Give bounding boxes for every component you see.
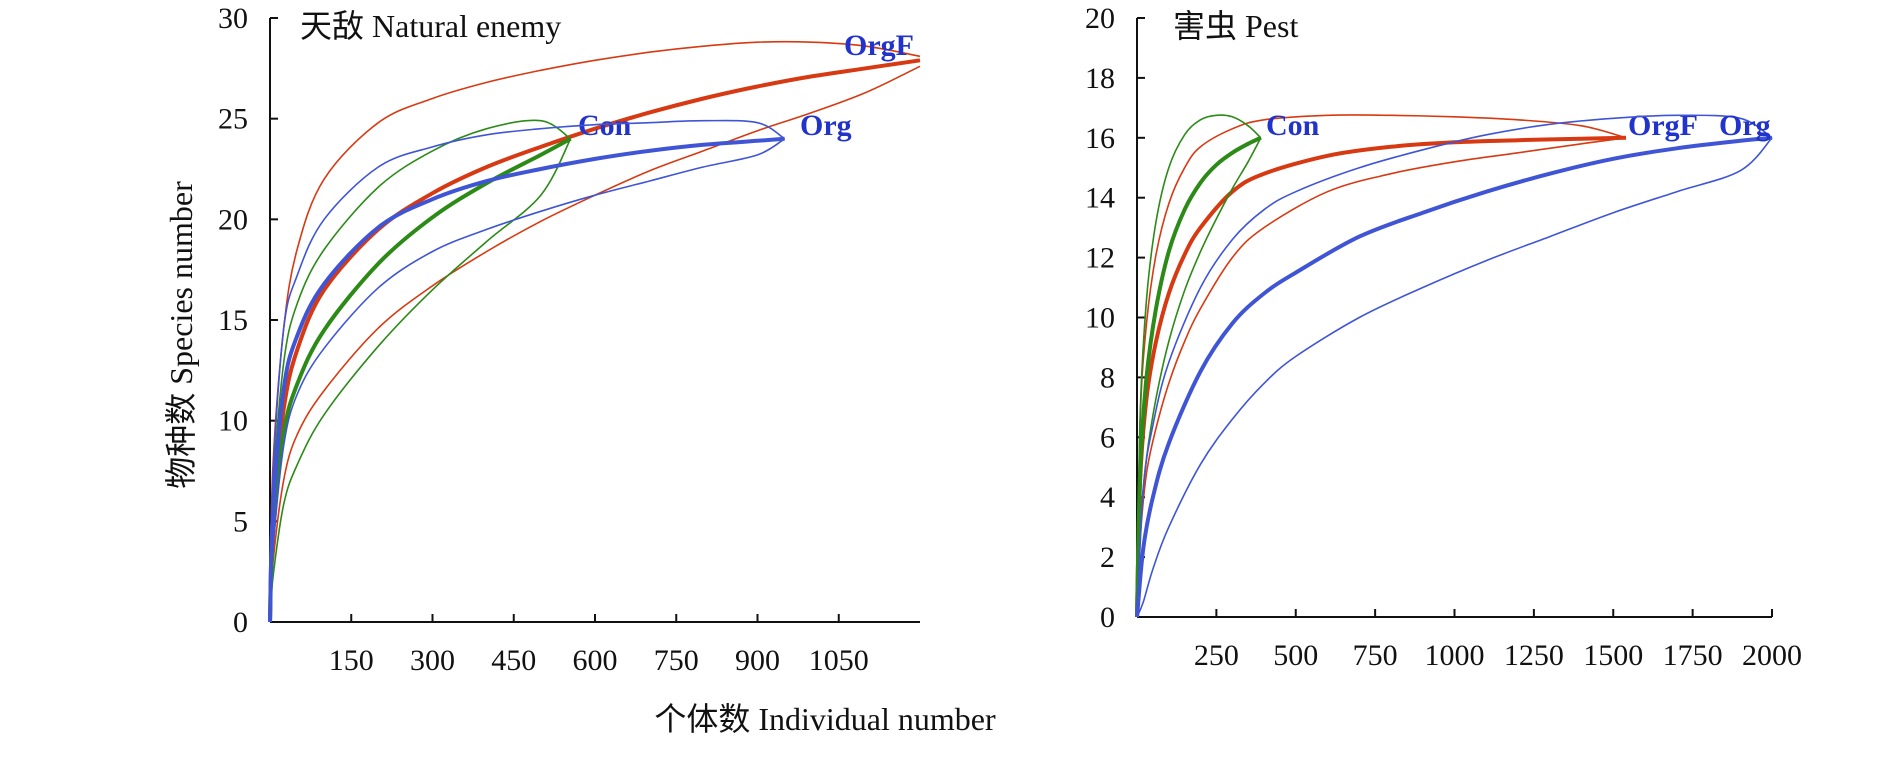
natural-enemy-y-tick-label: 10: [218, 405, 248, 438]
pest-con-series-label: Con: [1266, 109, 1320, 142]
natural-enemy-y-tick-label: 15: [218, 304, 248, 337]
pest-y-tick-label: 0: [1100, 601, 1115, 634]
natural-enemy-con-lower-bound: [269, 138, 572, 623]
natural-enemy-y-tick-label: 0: [233, 606, 248, 639]
natural-enemy-org-upper-bound: [269, 119, 786, 623]
pest-x-tick-label: 2000: [1742, 639, 1802, 672]
pest-y-tick-label: 14: [1085, 182, 1115, 215]
pest-org-series-label: Org: [1719, 109, 1771, 142]
pest-orgf-upper-bound: [1136, 114, 1627, 618]
pest-y-tick-label: 16: [1085, 122, 1115, 155]
pest-org-lower-bound: [1136, 137, 1773, 618]
natural-enemy-x-tick-label: 1050: [809, 644, 869, 677]
natural-enemy-x-tick-label: 900: [735, 644, 780, 677]
pest-orgf-series-label: OrgF: [1628, 109, 1698, 142]
natural-enemy-panel-title: 天敌 Natural enemy: [300, 8, 561, 44]
pest-panel: 害虫 Pest 0 2 4 6 8 10 12 14 16 18 20 250 500 750 1000 12…: [1085, 2, 1802, 672]
pest-x-tick-label: 750: [1353, 639, 1398, 672]
pest-x-tick-label: 1250: [1504, 639, 1564, 672]
x-axis-title: 个体数 Individual number: [654, 701, 996, 737]
y-axis-title: 物种数 Species number: [163, 181, 199, 489]
pest-y-tick-label: 8: [1100, 361, 1115, 394]
pest-x-tick-label: 1750: [1663, 639, 1723, 672]
pest-x-tick-label: 500: [1273, 639, 1318, 672]
natural-enemy-y-tick-label: 20: [218, 203, 248, 236]
pest-org-series-line: [1135, 135, 1773, 618]
natural-enemy-x-tick-label: 450: [491, 644, 536, 677]
natural-enemy-y-tick-label: 5: [233, 505, 248, 538]
natural-enemy-org-lower-bound: [269, 138, 786, 623]
pest-org-upper-bound: [1136, 114, 1773, 618]
natural-enemy-panel: 天敌 Natural enemy 0 5 10 15 20 25 30 150 300 450 60…: [218, 2, 921, 677]
pest-y-tick-label: 2: [1100, 541, 1115, 574]
pest-y-tick-label: 6: [1100, 421, 1115, 454]
natural-enemy-org-series-label: Org: [800, 109, 852, 142]
pest-x-tick-label: 1000: [1425, 639, 1485, 672]
pest-y-tick-label: 10: [1085, 302, 1115, 335]
natural-enemy-x-tick-label: 150: [329, 644, 374, 677]
pest-x-tick-label: 1500: [1583, 639, 1643, 672]
natural-enemy-orgf-series-line: [268, 58, 921, 623]
natural-enemy-y-tick-label: 30: [218, 2, 248, 35]
natural-enemy-x-tick-label: 600: [573, 644, 618, 677]
pest-con-series-line: [1135, 135, 1262, 618]
natural-enemy-orgf-lower-bound: [269, 65, 921, 623]
pest-y-tick-label: 12: [1085, 242, 1115, 275]
pest-orgf-lower-bound: [1136, 137, 1627, 618]
pest-y-tick-label: 4: [1100, 481, 1115, 514]
pest-con-upper-bound: [1136, 114, 1262, 618]
natural-enemy-y-tick-label: 25: [218, 103, 248, 136]
pest-orgf-series-line: [1135, 135, 1627, 618]
pest-y-tick-label: 20: [1085, 2, 1115, 35]
pest-y-tick-label: 18: [1085, 62, 1115, 95]
pest-x-tick-label: 250: [1194, 639, 1239, 672]
natural-enemy-x-tick-label: 300: [410, 644, 455, 677]
natural-enemy-org-series-line: [268, 136, 785, 623]
pest-panel-title: 害虫 Pest: [1173, 8, 1298, 44]
natural-enemy-x-tick-label: 750: [654, 644, 699, 677]
natural-enemy-orgf-series-label: OrgF: [844, 29, 914, 62]
